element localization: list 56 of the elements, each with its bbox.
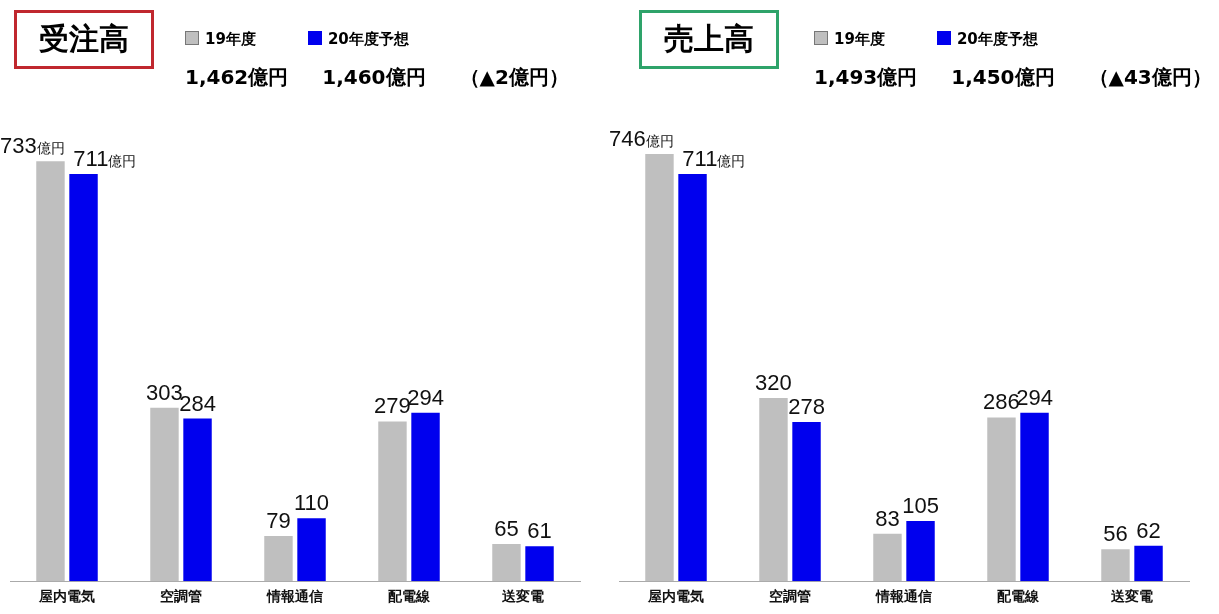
x-tick-label: 情報通信 — [875, 588, 932, 605]
bar — [645, 153, 674, 582]
data-label: 83 — [875, 505, 900, 531]
x-tick-label: 配電線 — [997, 588, 1040, 605]
data-label: 746億円 — [608, 125, 674, 151]
bar — [150, 407, 179, 582]
data-label: 733億円 — [0, 133, 65, 159]
bar — [297, 518, 326, 582]
bar — [1101, 549, 1130, 582]
text: 1,493億円 — [814, 64, 918, 91]
legend-label: 20年度予想 — [326, 30, 409, 49]
text: （▲43億円） — [1088, 64, 1212, 91]
data-label: 105 — [902, 493, 939, 519]
text: （▲2億円） — [459, 64, 569, 91]
x-tick-label: 空調管 — [769, 588, 811, 605]
data-label: 62 — [1136, 517, 1161, 543]
bar — [873, 533, 902, 582]
bar — [378, 421, 407, 582]
bar — [906, 521, 935, 582]
bar — [264, 535, 293, 582]
data-label: 79 — [266, 508, 291, 534]
data-label: 711億円 — [682, 146, 746, 172]
legend-label: 20年度予想 — [955, 30, 1038, 49]
x-tick-label: 空調管 — [160, 588, 202, 605]
bar — [678, 173, 707, 582]
data-label: 320 — [755, 369, 792, 395]
bar — [987, 417, 1016, 582]
x-tick-label: 情報通信 — [266, 588, 323, 605]
text: 1,462億円 — [185, 64, 289, 91]
data-label: 61 — [527, 518, 552, 544]
legend-label: 19年度 — [833, 30, 885, 49]
data-label: 711億円 — [73, 146, 137, 172]
bar — [1020, 412, 1049, 582]
text: 1,450億円 — [951, 64, 1055, 91]
bar — [792, 421, 821, 582]
bar — [525, 546, 554, 582]
x-tick-label: 送変電 — [501, 588, 544, 605]
x-tick-label: 配電線 — [388, 588, 431, 605]
text: 1,460億円 — [322, 64, 426, 91]
bar — [183, 418, 212, 582]
data-label: 110 — [293, 490, 330, 516]
data-label: 56 — [1103, 521, 1128, 547]
chart-title: 売上高 — [639, 10, 779, 69]
bar — [492, 543, 521, 582]
bar — [69, 173, 98, 582]
bar — [1134, 545, 1163, 582]
bar — [759, 397, 788, 582]
bar — [411, 412, 440, 582]
x-tick-label: 送変電 — [1110, 588, 1153, 605]
legend-label: 19年度 — [204, 30, 256, 49]
x-tick-label: 屋内電気 — [38, 588, 95, 605]
data-label: 65 — [494, 516, 519, 542]
chart-title: 受注高 — [14, 10, 154, 69]
x-tick-label: 屋内電気 — [647, 588, 704, 605]
bar — [36, 161, 65, 582]
data-label: 278 — [788, 394, 825, 420]
